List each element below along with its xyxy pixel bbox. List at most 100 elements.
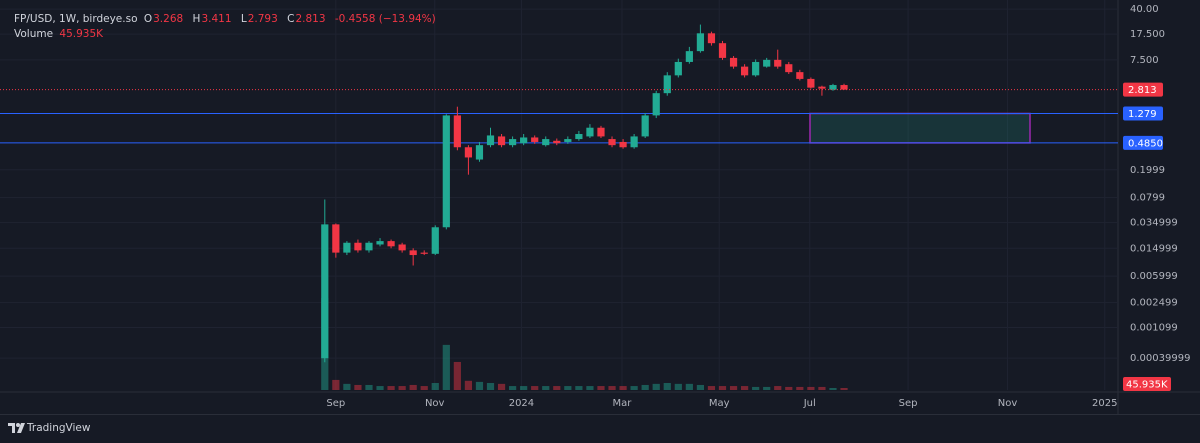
y-tick-label: 0.034999 (1130, 218, 1178, 229)
candle-body (608, 139, 616, 146)
volume-bar (807, 386, 815, 390)
volume-bar (464, 380, 473, 390)
candle-body (420, 252, 428, 254)
candle-body (354, 242, 362, 251)
ohlc-key: H (192, 13, 201, 25)
footer: TradingView (0, 414, 1200, 443)
candle-body (475, 145, 484, 160)
candle-body (597, 127, 605, 137)
candle-body (486, 135, 495, 146)
candle-body (829, 85, 837, 90)
volume-bar (553, 386, 561, 390)
y-tick-label: 7.500 (1130, 55, 1159, 66)
x-tick-label: 2024 (509, 398, 534, 409)
candle-body (520, 137, 528, 144)
candle-body (785, 64, 793, 73)
candle-body (641, 115, 649, 137)
x-tick-label: Sep (899, 398, 918, 409)
level-label-box (1123, 106, 1163, 121)
legend: FP/USD, 1W, birdeye.so O3.268 H3.411 L2.… (14, 12, 442, 42)
chart: 40.00 17.500 7.500 0.1999 0.0799 0.034999 0.01… (0, 0, 1200, 414)
y-tick-label: 0.00039999 (1130, 353, 1190, 364)
level-label-box (1123, 135, 1163, 150)
volume-bar (641, 384, 649, 390)
candle-body (497, 136, 506, 146)
candle-body (586, 127, 594, 137)
candle-body (398, 244, 406, 251)
candle-body (774, 59, 782, 67)
y-tick-label: 0.001099 (1130, 323, 1178, 334)
candle-body (807, 78, 815, 88)
candle-body (630, 136, 638, 148)
price-label-box (1123, 82, 1163, 97)
y-tick-label: 0.002499 (1130, 298, 1178, 309)
volume-bar (619, 386, 627, 390)
volume-bar (685, 383, 693, 390)
candle-body (619, 141, 627, 148)
volume-bar (509, 386, 517, 390)
volume-bar (586, 386, 594, 390)
volume-bar (829, 387, 837, 390)
ohlc-key: O (143, 13, 153, 25)
candle-body (575, 134, 583, 140)
volume-bar (663, 382, 671, 390)
candle-body (509, 139, 517, 146)
candle-body (763, 59, 771, 67)
volume-bar (354, 384, 362, 390)
candle-body (365, 242, 373, 251)
candle-body (321, 224, 329, 359)
volume-bar (774, 386, 782, 390)
candle-body (431, 227, 439, 254)
volume-bar (365, 384, 373, 390)
candle-body (696, 33, 705, 52)
volume-bar (840, 387, 848, 390)
symbol: FP/USD, 1W, birdeye.so (14, 13, 138, 25)
x-tick-label: Mar (613, 398, 633, 409)
candle-body (685, 51, 693, 62)
y-tick-label: 17.500 (1130, 29, 1165, 40)
logo (8, 423, 25, 433)
level-label: 1.279 (1128, 109, 1157, 120)
candle-body (707, 33, 716, 44)
x-tick-label: May (709, 398, 730, 409)
y-tick-label: 0.1999 (1130, 165, 1165, 176)
volume-bar (608, 386, 616, 390)
volume-bar (740, 386, 749, 390)
volume-bar (343, 383, 351, 390)
volume-bar (431, 382, 439, 390)
ohlc-value: 2.793 (247, 13, 278, 25)
candle-body (818, 86, 826, 89)
candle-body (409, 250, 417, 256)
plot-background (0, 0, 1200, 414)
volume-bar (785, 386, 793, 390)
volume-bar (763, 386, 771, 390)
candle-body (674, 61, 682, 76)
volume-bar (818, 386, 826, 390)
x-tick-label: Nov (998, 398, 1018, 409)
x-tick-label: Sep (326, 398, 345, 409)
volume-bar (707, 386, 716, 390)
volume-bar (442, 344, 450, 390)
x-tick-label: 2025 (1092, 398, 1117, 409)
candle-body (542, 139, 550, 146)
candle-body (729, 57, 738, 67)
candle-body (752, 61, 760, 76)
candle-body (442, 115, 450, 228)
candle-body (796, 72, 804, 79)
volume-bar (674, 383, 682, 390)
x-tick-label: Nov (425, 398, 445, 409)
volume-bar (531, 386, 539, 390)
volume-name: Volume (14, 28, 54, 40)
price-label: 2.813 (1128, 85, 1157, 96)
candle-body (840, 85, 848, 90)
volume-bar (652, 383, 660, 390)
volume-bar (752, 386, 760, 390)
y-tick-label: 0.014999 (1130, 243, 1178, 254)
change: -0.4558 (−13.94%) (334, 13, 436, 25)
volume-bar (630, 386, 638, 390)
zone (809, 112, 1031, 144)
volume-label-box (1123, 377, 1171, 391)
candle-body (740, 66, 749, 76)
volume-bar (542, 386, 550, 390)
